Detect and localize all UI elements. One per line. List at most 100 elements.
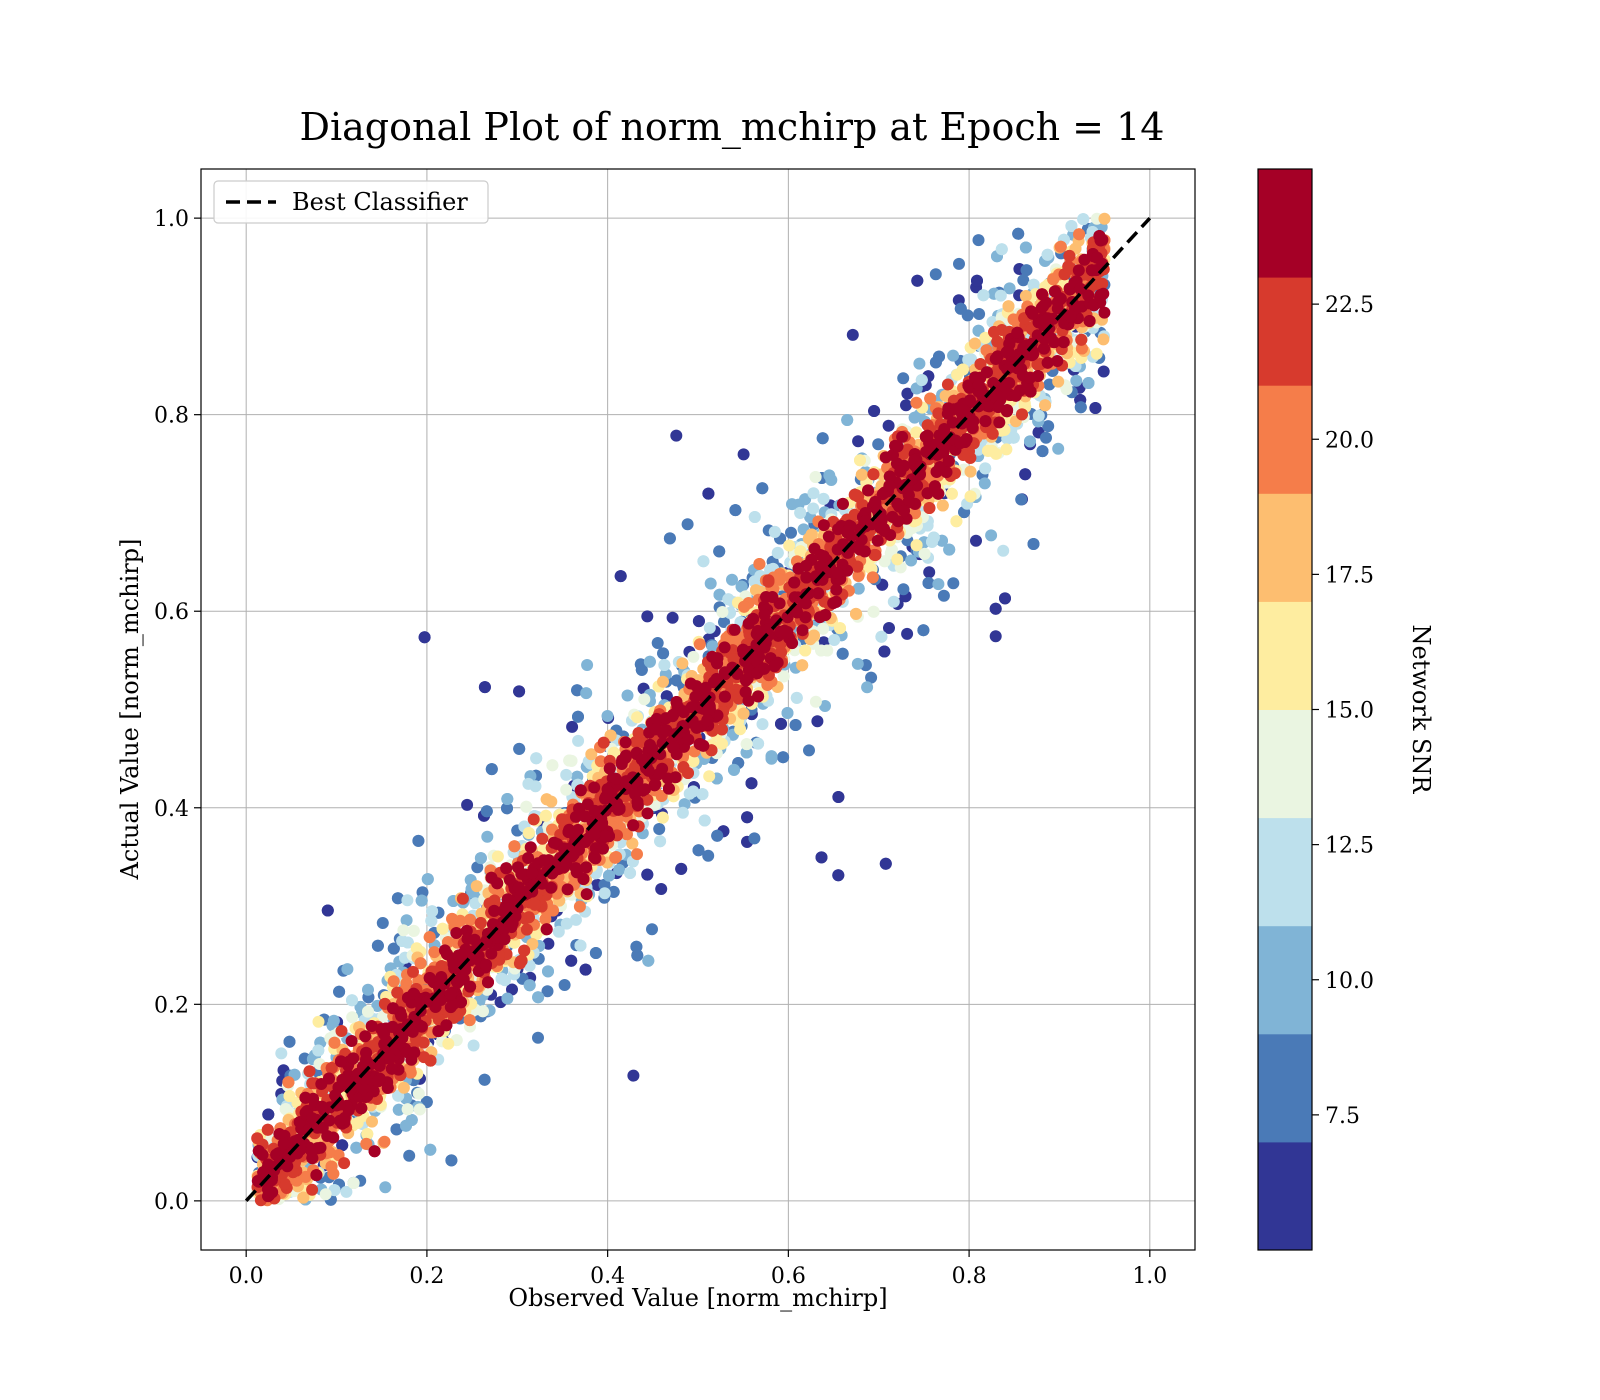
scatter-point <box>312 1015 325 1028</box>
scatter-point <box>426 905 439 918</box>
scatter-point <box>391 892 404 905</box>
scatter-point <box>501 802 513 815</box>
scatter-point <box>658 659 671 671</box>
scatter-point <box>985 529 998 542</box>
scatter-point <box>589 947 602 959</box>
scatter-point <box>1017 274 1030 287</box>
scatter-point <box>696 788 709 801</box>
scatter-point <box>1019 241 1032 254</box>
scatter-point <box>362 1005 374 1018</box>
scatter-point <box>522 777 535 790</box>
scatter-point <box>785 526 797 539</box>
scatter-point <box>397 1081 410 1094</box>
scatter-point <box>922 577 935 589</box>
scatter-point <box>321 904 334 917</box>
scatter-point <box>598 887 611 900</box>
scatter-point <box>737 448 750 461</box>
scatter-point <box>713 545 726 558</box>
scatter-point <box>1040 431 1052 444</box>
scatter-point <box>972 234 985 247</box>
scatter-point <box>1003 282 1016 295</box>
scatter-point <box>950 515 963 528</box>
scatter-point <box>735 580 748 593</box>
scatter-point <box>461 798 474 811</box>
scatter-point <box>781 707 794 719</box>
scatter-point <box>936 499 949 512</box>
scatter-point <box>687 650 700 663</box>
plot-area: 0.0 0.2 0.4 0.6 0.8 1.0 0.00.20.40.60.81.0 <box>154 168 1196 1289</box>
scatter-point <box>675 862 688 875</box>
scatter-point <box>480 805 493 818</box>
scatter-point <box>970 534 982 547</box>
scatter-point <box>832 791 845 803</box>
scatter-point <box>943 543 956 556</box>
scatter-point <box>491 850 504 863</box>
scatter-point <box>1052 442 1065 455</box>
scatter-point <box>607 885 620 898</box>
scatter-point <box>726 573 738 586</box>
scatter-point <box>855 468 868 481</box>
scatter-point <box>560 768 573 781</box>
scatter-point <box>631 711 644 724</box>
scatter-point <box>891 553 904 566</box>
scatter-point <box>542 965 554 978</box>
scatter-point <box>626 837 639 850</box>
scatter-point <box>401 1103 414 1116</box>
scatter-point <box>910 539 923 552</box>
scatter-point <box>642 954 655 967</box>
scatter-point <box>424 1143 437 1156</box>
scatter-point <box>887 595 900 608</box>
scatter-point <box>572 734 585 747</box>
scatter-point <box>598 878 611 891</box>
scatter-point <box>905 554 918 567</box>
scatter-point <box>879 857 892 870</box>
scatter-point <box>997 544 1010 557</box>
scatter-point <box>771 546 784 559</box>
scatter-point <box>572 710 584 723</box>
scatter-point <box>883 622 895 634</box>
scatter-point <box>964 490 977 503</box>
scatter-point <box>817 622 829 635</box>
scatter-point <box>646 923 658 936</box>
scatter-point <box>603 869 615 882</box>
scatter-point <box>442 1037 455 1050</box>
scatter-point <box>403 1149 416 1162</box>
scatter-point <box>692 844 705 857</box>
scatter-point <box>546 759 559 772</box>
scatter-point <box>501 992 514 1005</box>
scatter-point <box>580 687 593 700</box>
scatter-point <box>703 621 716 634</box>
scatter-point <box>641 610 654 623</box>
scatter-point <box>328 1036 341 1049</box>
scatter-point <box>471 861 484 874</box>
scatter-point <box>520 800 533 813</box>
scatter-point <box>340 1185 353 1198</box>
scatter-point <box>327 1014 340 1027</box>
scatter-point <box>1077 213 1090 226</box>
scatter-point <box>565 954 578 967</box>
scatter-point <box>552 925 565 938</box>
scatter-point <box>777 751 790 764</box>
scatter-point <box>811 715 824 728</box>
scatter-point <box>740 746 753 759</box>
scatter-point <box>392 1103 405 1116</box>
scatter-point <box>333 985 346 998</box>
scatter-point <box>897 583 910 596</box>
scatter-point <box>911 274 924 287</box>
scatter-point <box>968 337 981 350</box>
scatter-point <box>956 363 969 376</box>
scatter-points <box>251 212 1111 1207</box>
scatter-point <box>654 835 667 848</box>
scatter-point <box>748 511 761 523</box>
scatter-point <box>918 547 931 560</box>
scatter-point <box>799 644 812 657</box>
scatter-point <box>1097 365 1110 378</box>
scatter-point <box>390 1123 403 1136</box>
scatter-point <box>711 829 724 842</box>
scatter-point <box>850 607 862 620</box>
scatter-point <box>655 883 668 895</box>
scatter-point <box>745 777 758 790</box>
scatter-point <box>897 372 910 385</box>
scatter-point <box>807 487 820 500</box>
scatter-point <box>1052 375 1065 388</box>
